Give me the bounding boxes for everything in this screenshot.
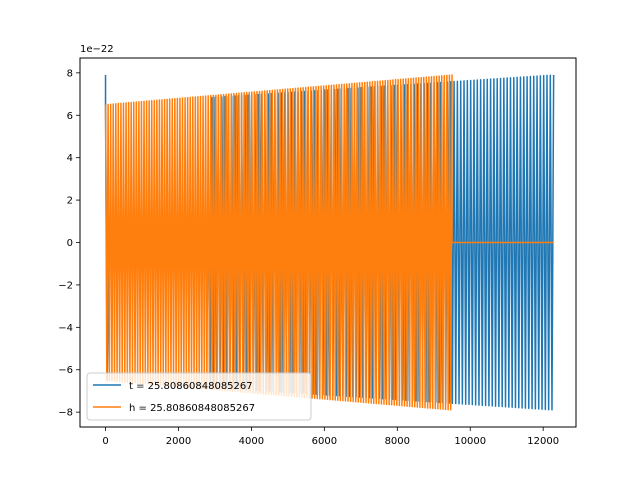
y-tick-label: −6 xyxy=(58,365,73,376)
x-tick-label: 2000 xyxy=(166,436,191,447)
x-tick-label: 12000 xyxy=(527,436,559,447)
y-tick-label: 6 xyxy=(67,111,73,122)
x-tick-label: 6000 xyxy=(312,436,337,447)
y-tick-label: 2 xyxy=(67,196,73,207)
y-offset-label: 1e−22 xyxy=(80,44,114,55)
legend: t = 25.80860848085267 h = 25.80860848085… xyxy=(86,372,312,421)
legend-box xyxy=(86,372,312,421)
legend-label-h: h = 25.80860848085267 xyxy=(129,403,255,414)
x-tick-label: 4000 xyxy=(239,436,264,447)
x-tick-label: 8000 xyxy=(385,436,410,447)
x-tick-label: 0 xyxy=(102,436,108,447)
y-tick-label: −2 xyxy=(58,280,73,291)
x-tick-label: 10000 xyxy=(454,436,486,447)
axis-ticks: 0 2000 4000 6000 8000 10000 12000 −8 −6 −4 −2 0 2 4 6 8 xyxy=(58,68,559,447)
y-tick-label: −8 xyxy=(58,408,73,419)
y-tick-label: 4 xyxy=(67,153,73,164)
y-tick-label: −4 xyxy=(58,323,73,334)
y-tick-label: 8 xyxy=(67,68,73,79)
legend-label-t: t = 25.80860848085267 xyxy=(129,381,253,392)
y-tick-label: 0 xyxy=(67,238,73,249)
plot-series-layer xyxy=(104,74,555,411)
series-line-h xyxy=(104,74,554,411)
